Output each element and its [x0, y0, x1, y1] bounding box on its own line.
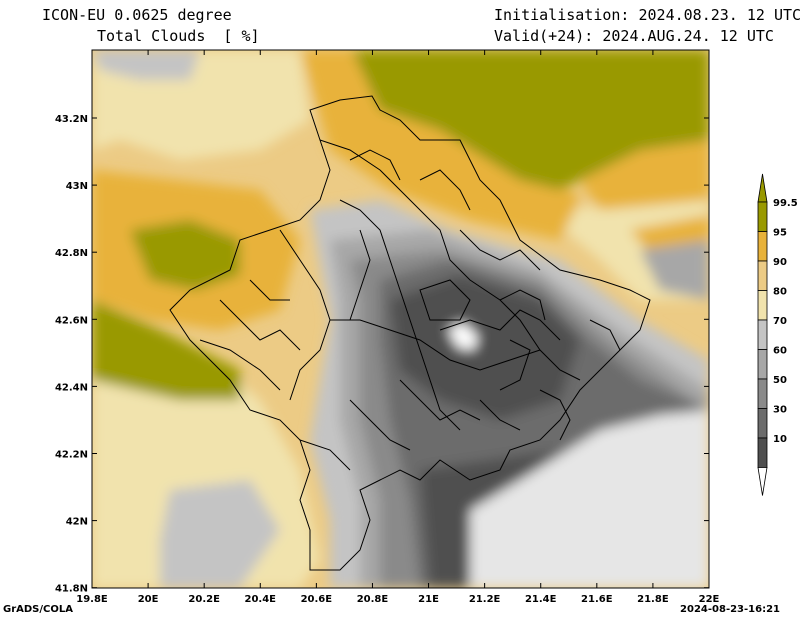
- lon-tick-label: 20.8E: [357, 594, 389, 605]
- render-timestamp: 2024-08-23-16:21: [680, 604, 780, 615]
- colorbar-segment: [757, 349, 768, 380]
- lat-tick-label: 43N: [66, 181, 88, 192]
- colorbar-segment: [757, 290, 768, 321]
- lon-tick-label: 20.4E: [245, 594, 277, 605]
- lat-tick-label: 41.8N: [55, 584, 88, 595]
- model-title: ICON-EU 0.0625 degree: [42, 6, 232, 24]
- lat-tick-label: 42.6N: [55, 315, 88, 326]
- colorbar-top-arrow: [757, 173, 768, 203]
- colorbar-segment: [757, 231, 768, 262]
- lat-tick-label: 42.4N: [55, 382, 88, 393]
- valid-time: Valid(+24): 2024.AUG.24. 12 UTC: [494, 27, 774, 45]
- lon-tick-label: 21.8E: [637, 594, 669, 605]
- lon-tick-label: 21.2E: [469, 594, 501, 605]
- variable-title: Total Clouds [ %]: [97, 27, 260, 45]
- colorbar-label: 70: [773, 316, 787, 327]
- colorbar-segment: [757, 408, 768, 439]
- latitude-axis: 43.2N 43N 42.8N 42.6N 42.4N 42.2N 42N 41.8N: [55, 114, 709, 595]
- lon-tick-label: 22E: [699, 594, 720, 605]
- colorbar-label: 99.5: [773, 198, 798, 209]
- colorbar-label: 60: [773, 346, 787, 357]
- lon-tick-label: 21.6E: [581, 594, 613, 605]
- colorbar-segment: [757, 319, 768, 350]
- lat-tick-label: 42.8N: [55, 248, 88, 259]
- lon-tick-label: 20.2E: [188, 594, 220, 605]
- lon-tick-label: 20.6E: [301, 594, 333, 605]
- colorbar-bottom-arrow: [757, 467, 768, 496]
- colorbar-segment: [757, 260, 768, 291]
- colorbar-label: 90: [773, 257, 787, 268]
- colorbar-label: 30: [773, 405, 787, 416]
- colorbar: 99.5 95 90 80 70 60 50 30 10: [757, 173, 798, 496]
- lat-tick-label: 42.2N: [55, 450, 88, 461]
- lon-tick-label: 19.8E: [76, 594, 108, 605]
- colorbar-segment: [757, 378, 768, 409]
- colorbar-label: 10: [773, 434, 787, 445]
- border-lines: [169, 95, 651, 571]
- colorbar-segment: [757, 201, 768, 232]
- longitude-axis: 19.8E 20E 20.2E 20.4E 20.6E 20.8E 21E 21.2E 21.4…: [76, 50, 720, 605]
- cloud-field: [92, 50, 709, 588]
- software-credit: GrADS/COLA: [3, 604, 73, 615]
- colorbar-label: 50: [773, 375, 787, 386]
- lon-tick-label: 21E: [418, 594, 439, 605]
- lon-tick-label: 20E: [138, 594, 159, 605]
- lat-tick-label: 42N: [66, 517, 88, 528]
- lat-tick-label: 43.2N: [55, 114, 88, 125]
- initialisation-time: Initialisation: 2024.08.23. 12 UTC: [494, 6, 800, 24]
- lon-tick-label: 21.4E: [525, 594, 557, 605]
- colorbar-label: 95: [773, 228, 787, 239]
- colorbar-segment: [757, 437, 768, 468]
- colorbar-label: 80: [773, 287, 787, 298]
